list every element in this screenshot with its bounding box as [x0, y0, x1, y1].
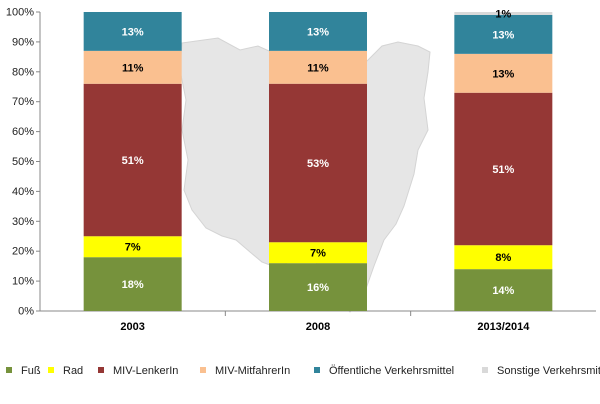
y-tick-label: 70% — [12, 96, 34, 108]
data-label: 14% — [492, 285, 514, 297]
y-tick-label: 0% — [18, 306, 34, 318]
data-label: 7% — [125, 242, 141, 254]
data-label: 13% — [492, 29, 514, 41]
y-tick-label: 50% — [12, 156, 34, 168]
legend-label: MIV-LenkerIn — [113, 365, 178, 377]
bar-segment — [454, 53, 553, 93]
y-tick-label: 90% — [12, 36, 34, 48]
x-tick-label: 2008 — [306, 321, 330, 333]
data-label: 7% — [310, 248, 326, 260]
bar-segment — [269, 12, 367, 51]
legend-label: Rad — [63, 365, 83, 377]
legend-swatch — [482, 367, 488, 373]
legend: Fuß Rad MIV-LenkerIn MIV-MitfahrerIn Öffentl… — [6, 365, 600, 377]
y-tick-label: 40% — [12, 186, 34, 198]
legend-label: MIV-MitfahrerIn — [215, 365, 290, 377]
legend-label: Öffentliche Verkehrsmittel — [329, 365, 454, 377]
data-label: 13% — [307, 26, 329, 38]
data-label: 51% — [492, 164, 514, 176]
y-tick-label: 80% — [12, 66, 34, 78]
x-tick-label: 2003 — [120, 321, 144, 333]
bar-segment — [83, 83, 182, 237]
bar-segment — [454, 92, 553, 246]
y-tick-label: 60% — [12, 126, 34, 138]
data-label: 51% — [122, 155, 144, 167]
bar-segment — [269, 242, 367, 264]
y-tick-label: 100% — [6, 7, 34, 19]
data-label: 11% — [307, 62, 329, 74]
bar-segment — [454, 12, 553, 15]
bar-segment — [454, 245, 553, 270]
x-tick-label: 2013/2014 — [477, 321, 530, 333]
data-label: 18% — [122, 279, 144, 291]
bar-segment — [269, 263, 367, 311]
data-label: 13% — [492, 68, 514, 80]
legend-swatch — [98, 367, 104, 373]
data-label: 13% — [122, 26, 144, 38]
data-label: 1% — [495, 8, 511, 20]
legend-label: Fuß — [21, 365, 41, 377]
bar-segment — [83, 257, 182, 311]
bar-segment — [269, 83, 367, 243]
bar-segment — [454, 14, 553, 54]
legend-swatch — [200, 367, 206, 373]
bar-segment — [454, 269, 553, 311]
data-label: 53% — [307, 158, 329, 170]
data-label: 8% — [495, 252, 511, 264]
bar-segment — [83, 50, 182, 84]
bar-segment — [83, 12, 182, 51]
y-tick-label: 10% — [12, 276, 34, 288]
y-tick-label: 30% — [12, 216, 34, 228]
legend-label: Sonstige Verkehrsmittel — [497, 365, 600, 377]
data-label: 16% — [307, 282, 329, 294]
legend-swatch — [314, 367, 320, 373]
bar-segment — [269, 50, 367, 84]
bars-layer: 18% 7% 51% 11% 13% 16% 7% 53% 11% 13% 14% 8% 51% 13% 1… — [83, 8, 553, 311]
bar-segment — [83, 236, 182, 258]
data-label: 11% — [122, 62, 144, 74]
legend-swatch — [6, 367, 12, 373]
legend-swatch — [48, 367, 54, 373]
y-tick-label: 20% — [12, 246, 34, 258]
